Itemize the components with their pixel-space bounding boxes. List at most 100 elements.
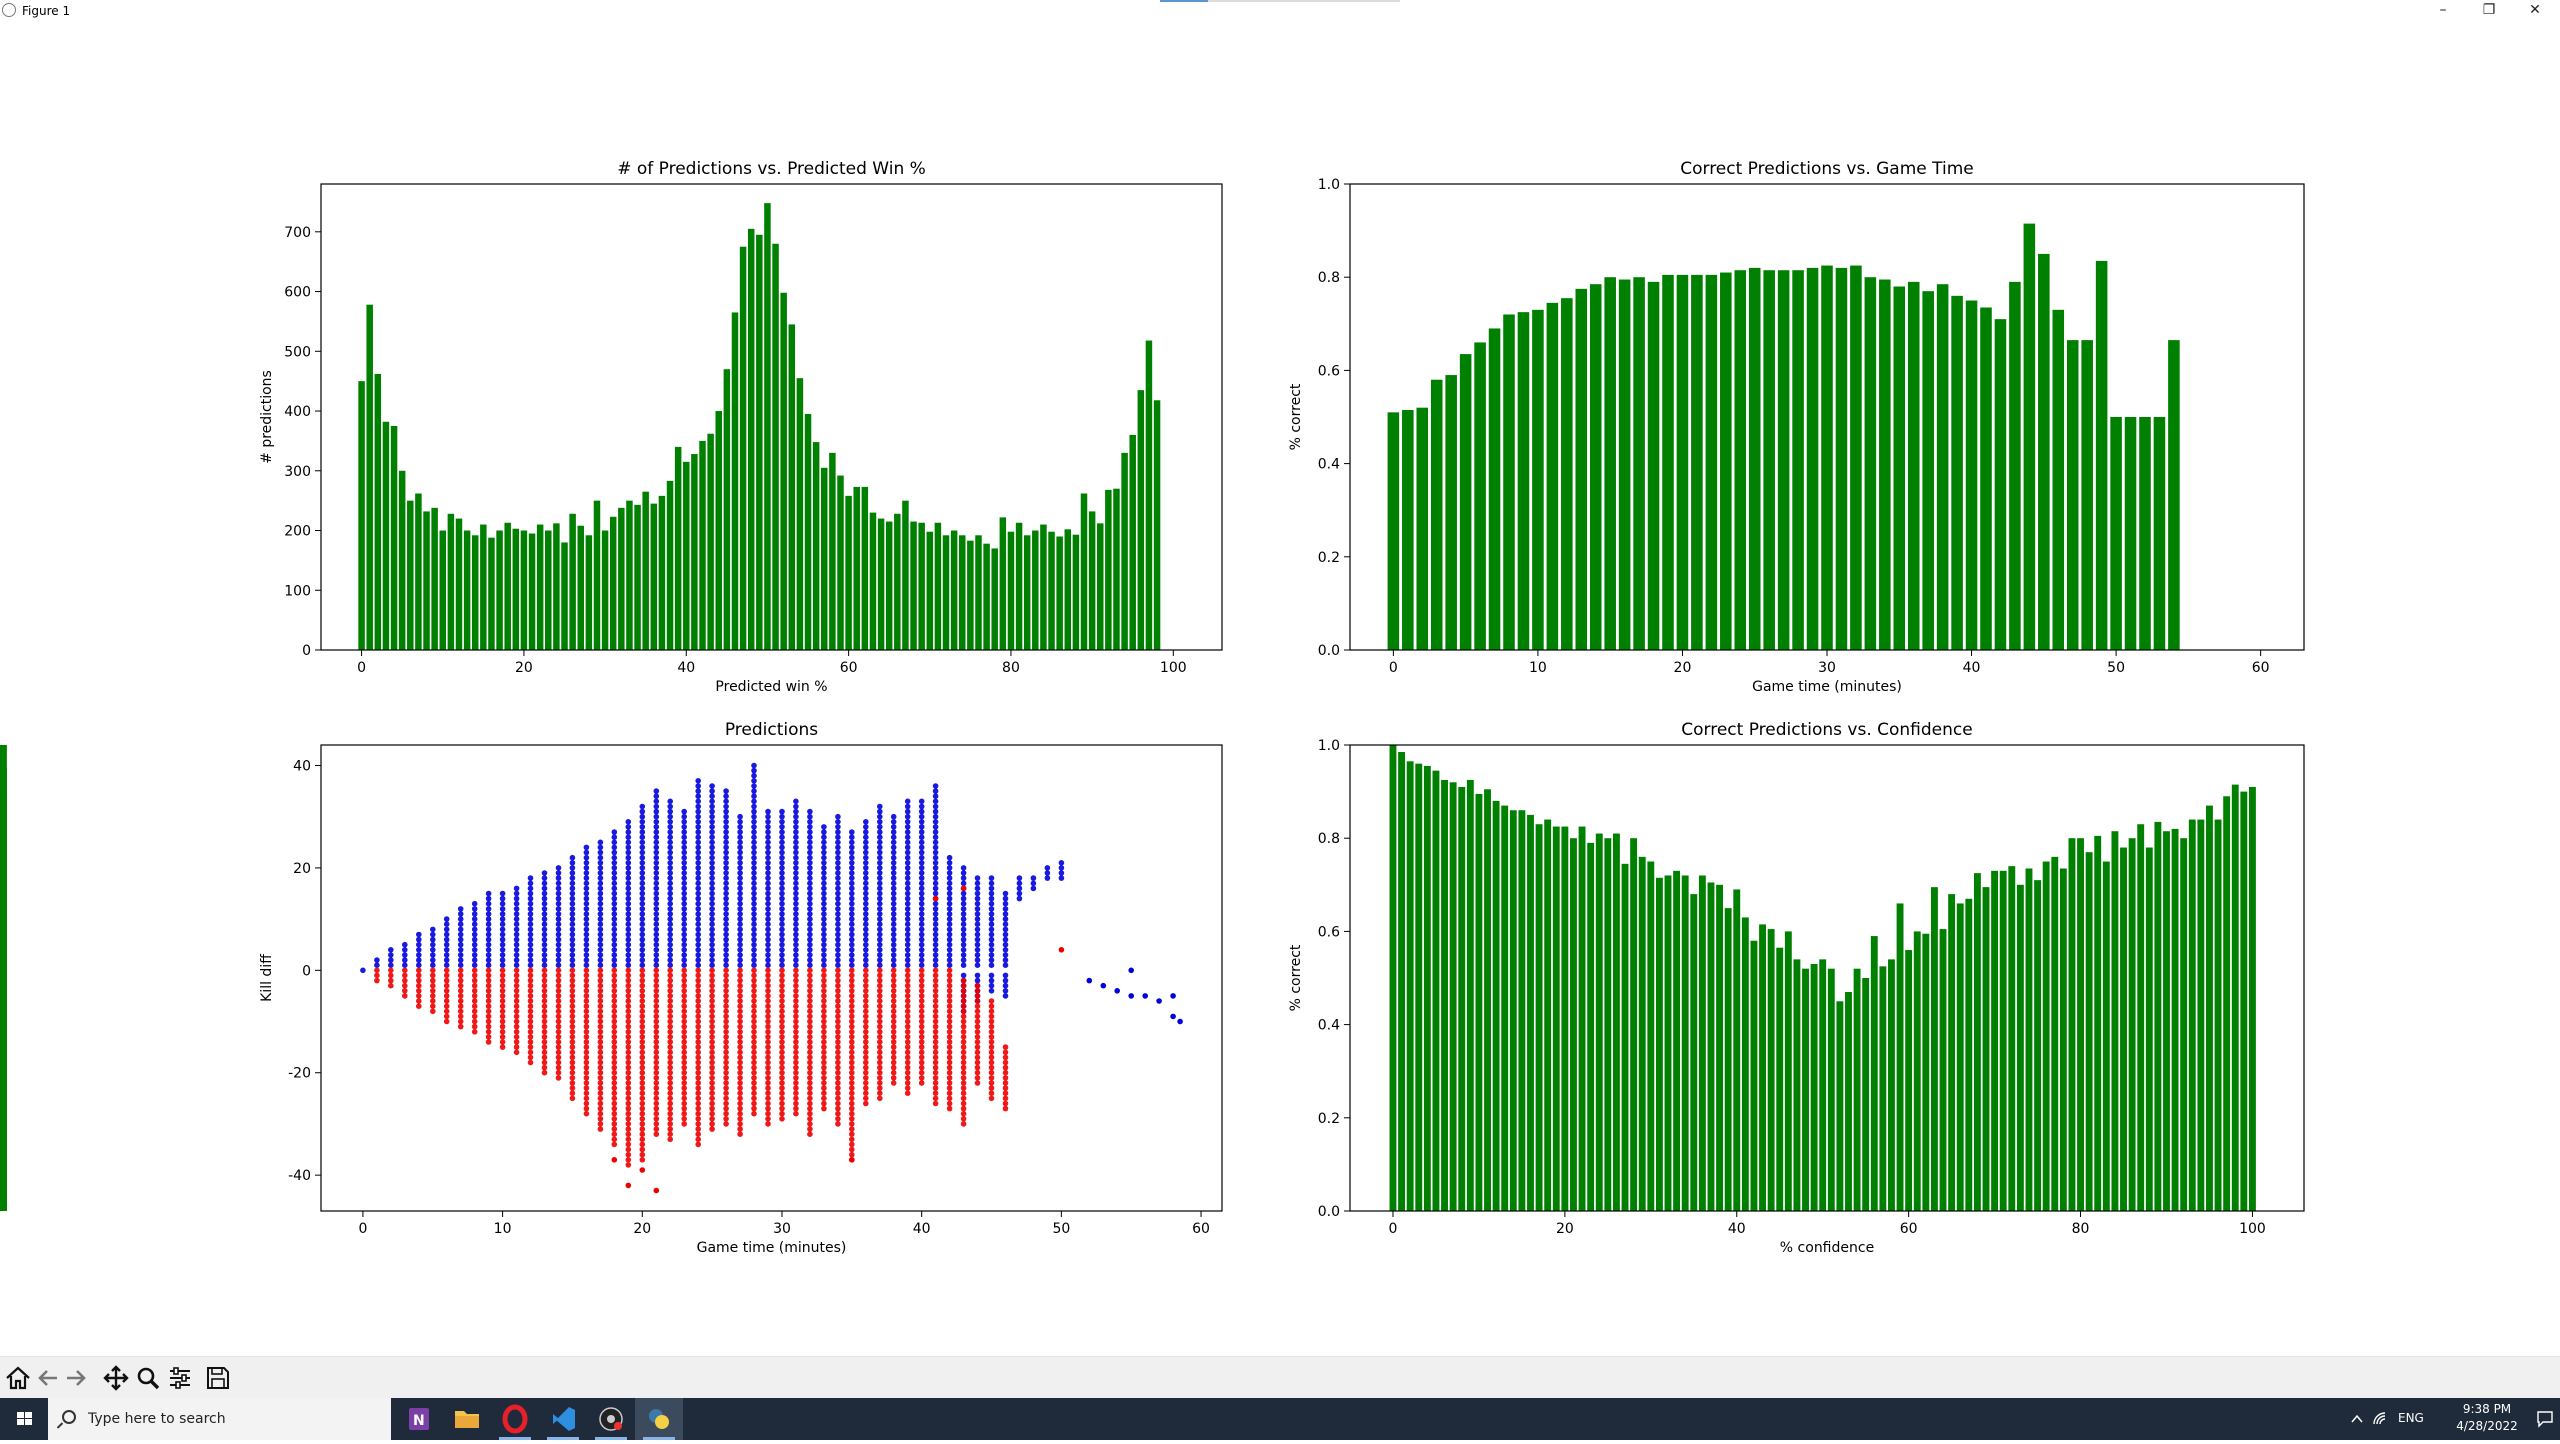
scatter-point [849, 993, 855, 999]
clock-time[interactable]: 9:38 PM [2462, 1402, 2512, 1416]
subplots-config-icon[interactable] [166, 1365, 194, 1391]
scatter-point [751, 875, 757, 881]
forward-arrow-icon[interactable] [62, 1365, 90, 1391]
scatter-point [807, 819, 813, 825]
scatter-point [807, 860, 813, 866]
notification-icon[interactable] [2536, 1410, 2554, 1428]
scatter-point [653, 1075, 660, 1081]
scatter-point [1016, 895, 1023, 902]
scatter-point [904, 1059, 911, 1066]
scatter-point [877, 1090, 883, 1096]
scatter-point [765, 1013, 771, 1020]
scatter-point [932, 849, 939, 856]
scatter-point [723, 808, 729, 815]
scatter-point [457, 967, 464, 974]
scatter-point [821, 875, 827, 881]
scatter-point [430, 962, 436, 968]
scatter-point [695, 854, 701, 861]
save-icon[interactable] [204, 1365, 232, 1391]
bar [885, 521, 893, 650]
scatter-point [611, 860, 618, 866]
scatter-point [597, 998, 604, 1004]
bar [1145, 340, 1153, 650]
scatter-point [625, 941, 632, 948]
pan-icon[interactable] [102, 1365, 130, 1391]
scatter-point [499, 957, 506, 963]
scatter-point [890, 1023, 897, 1030]
scatter-point [653, 1003, 660, 1009]
scatter-point [988, 977, 995, 984]
restore-button[interactable]: ❐ [2482, 2, 2496, 18]
scatter-point [527, 1054, 534, 1061]
bar [1474, 342, 1486, 650]
scatter-point [946, 936, 953, 943]
obs-icon[interactable] [587, 1398, 635, 1440]
scatter-point [765, 844, 771, 851]
scatter-point [653, 829, 660, 835]
language-indicator[interactable]: ENG [2398, 1411, 2424, 1425]
clock-date[interactable]: 4/28/2022 [2456, 1419, 2518, 1433]
scatter-point [877, 957, 883, 963]
scatter-point [597, 941, 604, 948]
scatter-point [569, 957, 576, 963]
scatter-point [402, 947, 408, 953]
scatter-point [918, 1049, 925, 1056]
scatter-point [807, 1034, 813, 1040]
close-button[interactable]: ✕ [2529, 2, 2541, 18]
back-arrow-icon[interactable] [34, 1365, 62, 1391]
bar [1575, 288, 1588, 650]
scatter-point [583, 1013, 590, 1020]
scatter-point [821, 885, 827, 892]
scatter-point [932, 824, 939, 830]
scatter-point [932, 972, 939, 979]
windows-start-icon[interactable] [0, 1398, 48, 1440]
scatter-point [918, 1023, 925, 1030]
scatter-point [527, 962, 534, 968]
scatter-point [779, 895, 785, 902]
scatter-point [849, 834, 855, 840]
scatter-point [653, 880, 660, 887]
scatter-point [904, 1039, 911, 1045]
scatter-point [569, 1090, 576, 1096]
bar [1647, 861, 1655, 1211]
chevron-up-icon[interactable] [2350, 1412, 2364, 1426]
y-tick-label: 20 [293, 861, 311, 877]
minimize-button[interactable]: – [2439, 2, 2447, 18]
bar [1655, 877, 1663, 1211]
scatter-point [625, 819, 632, 825]
scatter-point [653, 895, 660, 902]
vscode-icon[interactable] [539, 1398, 587, 1440]
scatter-point [499, 1023, 506, 1030]
bar [1402, 410, 1414, 650]
scatter-point [1002, 947, 1009, 953]
scatter-point [709, 921, 715, 927]
bar [634, 504, 641, 650]
scatter-point [988, 875, 995, 881]
bar [1879, 279, 1891, 650]
opera-icon[interactable] [491, 1398, 539, 1440]
scatter-point [849, 1003, 855, 1009]
scatter-point [946, 880, 953, 887]
scatter-point [597, 952, 604, 958]
network-icon[interactable] [2372, 1411, 2388, 1427]
bar [1441, 779, 1448, 1211]
taskbar-search-box[interactable]: Type here to search [48, 1398, 391, 1440]
scatter-point [793, 1018, 799, 1025]
bar [1956, 903, 1964, 1211]
scatter-point [416, 993, 422, 999]
file-explorer-icon[interactable] [443, 1398, 491, 1440]
onenote-icon[interactable]: N [395, 1398, 443, 1440]
scatter-point [737, 916, 743, 922]
scatter-point [904, 972, 911, 979]
scatter-point [918, 1044, 925, 1050]
home-icon[interactable] [4, 1365, 32, 1391]
scatter-point [988, 941, 995, 948]
scatter-point [1002, 941, 1009, 948]
zoom-icon[interactable] [134, 1365, 162, 1391]
scatter-point [695, 1013, 701, 1020]
scatter-point [709, 803, 715, 810]
scatter-point [849, 998, 855, 1004]
scatter-point [765, 998, 771, 1004]
scatter-point [583, 885, 590, 892]
python-icon[interactable] [635, 1398, 683, 1440]
